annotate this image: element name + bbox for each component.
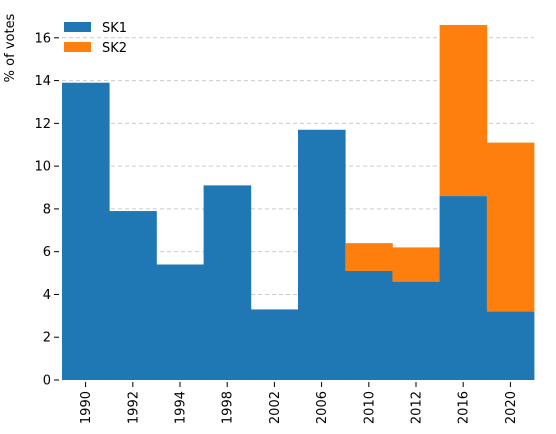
x-tick-label-2006: 2006 xyxy=(315,391,330,424)
x-tick-label-1990: 1990 xyxy=(79,391,94,424)
x-tick-label-2010: 2010 xyxy=(362,391,377,424)
y-tick-label-4: 4 xyxy=(43,288,51,303)
legend-swatch-sk2 xyxy=(64,42,91,52)
bar-sk2-2016 xyxy=(439,24,488,197)
bar-sk1-1994 xyxy=(156,264,204,380)
x-tick-label-2020: 2020 xyxy=(504,391,519,424)
x-axis: 1990 1992 1994 1998 2002 2006 2010 2012 2016 2020 xyxy=(79,382,519,424)
bar-sk1-2016 xyxy=(439,196,488,380)
legend-label-sk1: SK1 xyxy=(102,21,127,36)
bar-sk1-2010 xyxy=(345,270,393,380)
y-tick-label-0: 0 xyxy=(43,374,51,389)
bar-sk1-1992 xyxy=(109,211,157,380)
y-tick-label-16: 16 xyxy=(34,31,51,46)
x-tick-label-1992: 1992 xyxy=(126,391,141,424)
y-tick-label-2: 2 xyxy=(43,331,51,346)
x-tick-label-2002: 2002 xyxy=(268,391,283,424)
bar-sk1-1998 xyxy=(203,185,252,380)
legend-swatch-sk1 xyxy=(64,22,91,32)
x-tick-label-1994: 1994 xyxy=(174,391,189,424)
bar-sk2-2020 xyxy=(486,142,535,312)
y-tick-label-6: 6 xyxy=(43,245,51,260)
y-tick-label-8: 8 xyxy=(43,202,51,217)
bar-sk1-1990 xyxy=(62,82,110,380)
x-tick-label-2012: 2012 xyxy=(410,391,425,424)
y-tick-label-10: 10 xyxy=(34,160,51,175)
bar-sk2-2012 xyxy=(392,247,440,282)
y-tick-label-14: 14 xyxy=(34,74,51,89)
x-tick-label-1998: 1998 xyxy=(221,391,236,424)
bar-sk1-2020 xyxy=(486,311,535,380)
y-axis-label: % of votes xyxy=(3,13,18,82)
x-tick-label-2016: 2016 xyxy=(457,391,472,424)
bar-sk2-2010 xyxy=(345,243,393,271)
bars-layer xyxy=(62,24,535,380)
bar-sk1-2012 xyxy=(392,281,440,380)
y-axis: 0 2 4 6 8 10 12 14 16 xyxy=(34,31,59,389)
bar-sk1-2006 xyxy=(298,129,346,380)
y-tick-label-12: 12 xyxy=(34,117,51,132)
legend-label-sk2: SK2 xyxy=(102,41,127,56)
bar-sk1-2002 xyxy=(250,309,299,380)
